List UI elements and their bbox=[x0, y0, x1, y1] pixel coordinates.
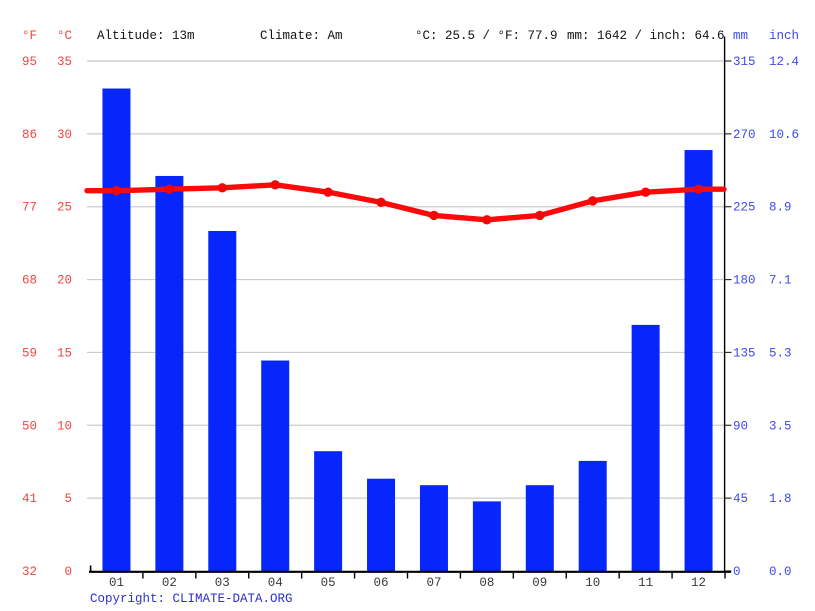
celsius-tick-label: 5 bbox=[64, 492, 72, 506]
precip-bar-06 bbox=[367, 478, 396, 571]
temperature-point-03 bbox=[217, 183, 227, 193]
fahrenheit-tick-label: 68 bbox=[22, 274, 37, 288]
fahrenheit-tick-label: 50 bbox=[22, 419, 37, 433]
precip-bar-04 bbox=[261, 360, 290, 571]
mean-temperature-label: °C: 25.5 / °F: 77.9 bbox=[415, 29, 558, 43]
mm-tick-label: 315 bbox=[733, 55, 756, 69]
precip-bar-03 bbox=[208, 231, 237, 571]
temperature-point-12 bbox=[693, 184, 704, 194]
inch-tick-label: 10.6 bbox=[769, 128, 799, 142]
annual-precipitation-label: mm: 1642 / inch: 64.6 bbox=[567, 29, 725, 43]
temperature-point-04 bbox=[270, 180, 280, 190]
month-label: 01 bbox=[109, 576, 124, 590]
temperature-line bbox=[84, 182, 727, 223]
mm-tick-label: 45 bbox=[733, 492, 748, 506]
copyright-line: Copyright: CLIMATE-DATA.ORG bbox=[90, 592, 293, 606]
celsius-tick-label: 10 bbox=[57, 419, 72, 433]
inch-tick-label: 8.9 bbox=[769, 201, 792, 215]
month-label: 07 bbox=[426, 576, 441, 590]
temperature-point-10 bbox=[588, 196, 598, 206]
mm-tick-label: 270 bbox=[733, 128, 756, 142]
climate-data-org-link[interactable]: CLIMATE-DATA.ORG bbox=[172, 592, 293, 606]
inch-tick-label: 5.3 bbox=[769, 346, 792, 360]
precip-bar-07 bbox=[419, 485, 448, 571]
month-label: 04 bbox=[268, 576, 283, 590]
fahrenheit-tick-label: 32 bbox=[22, 565, 37, 579]
inch-axis-unit: inch bbox=[769, 29, 800, 43]
celsius-tick-label: 35 bbox=[57, 55, 72, 69]
temperature-point-06 bbox=[376, 197, 386, 208]
month-label: 09 bbox=[532, 576, 547, 590]
climate-type-label: Climate: Am bbox=[260, 29, 343, 43]
month-label: 12 bbox=[691, 576, 706, 590]
copyright-label: Copyright: bbox=[90, 592, 173, 606]
precip-bar-01 bbox=[102, 88, 131, 572]
month-label: 08 bbox=[479, 576, 494, 590]
month-label: 05 bbox=[321, 576, 336, 590]
precip-bar-09 bbox=[525, 485, 554, 571]
temperature-point-05 bbox=[323, 187, 333, 197]
precip-bar-02 bbox=[155, 175, 184, 571]
temperature-point-08 bbox=[482, 215, 492, 225]
precip-bar-10 bbox=[578, 460, 607, 571]
inch-tick-label: 0.0 bbox=[769, 565, 792, 579]
fahrenheit-tick-label: 59 bbox=[22, 346, 37, 360]
fahrenheit-tick-label: 41 bbox=[22, 492, 37, 506]
month-label: 10 bbox=[585, 576, 600, 590]
mm-tick-label: 180 bbox=[733, 274, 756, 288]
temperature-point-02 bbox=[164, 184, 175, 194]
fahrenheit-tick-label: 77 bbox=[22, 201, 37, 215]
month-label: 06 bbox=[374, 576, 389, 590]
mm-tick-label: 0 bbox=[733, 565, 741, 579]
altitude-label: Altitude: 13m bbox=[97, 29, 195, 43]
inch-tick-label: 7.1 bbox=[769, 274, 792, 288]
celsius-tick-label: 30 bbox=[57, 128, 72, 142]
inch-tick-label: 12.4 bbox=[769, 55, 799, 69]
temperature-point-07 bbox=[429, 210, 439, 221]
celsius-tick-label: 25 bbox=[57, 201, 72, 215]
celsius-tick-label: 0 bbox=[64, 565, 72, 579]
celsius-tick-label: 20 bbox=[57, 274, 72, 288]
fahrenheit-axis-unit: °F bbox=[21, 29, 37, 43]
inch-tick-label: 3.5 bbox=[769, 419, 792, 433]
precip-bar-08 bbox=[472, 501, 501, 571]
fahrenheit-tick-label: 95 bbox=[22, 55, 37, 69]
month-label: 03 bbox=[215, 576, 230, 590]
precip-bar-12 bbox=[684, 150, 713, 572]
temperature-point-11 bbox=[640, 187, 651, 197]
precip-bar-05 bbox=[314, 451, 343, 571]
month-label: 11 bbox=[638, 576, 653, 590]
mm-tick-label: 135 bbox=[733, 346, 756, 360]
temperature-point-01 bbox=[111, 185, 122, 196]
fahrenheit-tick-label: 86 bbox=[22, 128, 37, 142]
temperature-point-09 bbox=[535, 210, 545, 221]
precip-bar-11 bbox=[631, 324, 660, 571]
inch-tick-label: 1.8 bbox=[769, 492, 792, 506]
mm-tick-label: 90 bbox=[733, 419, 748, 433]
celsius-axis-unit: °C bbox=[56, 29, 72, 43]
month-label: 02 bbox=[162, 576, 177, 590]
mm-tick-label: 225 bbox=[733, 201, 756, 215]
mm-axis-unit: mm bbox=[733, 29, 749, 43]
celsius-tick-label: 15 bbox=[57, 346, 72, 360]
